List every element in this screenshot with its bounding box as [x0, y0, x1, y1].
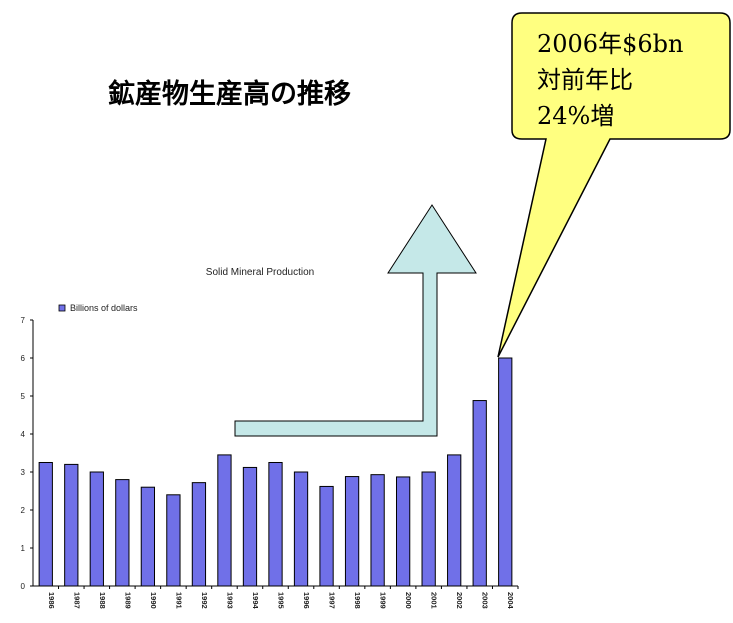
x-tick-label: 1998 [353, 592, 362, 609]
bar-1986 [38, 462, 53, 587]
bar-1989 [115, 479, 130, 587]
chart-title: Solid Mineral Production [206, 267, 314, 278]
x-tick-label: 1986 [47, 592, 56, 609]
bar-1988 [89, 471, 104, 587]
legend-swatch [58, 304, 66, 312]
y-tick-label: 3 [21, 468, 26, 477]
x-tick-label: 1987 [72, 592, 81, 609]
bar-1998 [344, 476, 360, 587]
x-tick-label: 1995 [277, 592, 286, 609]
bar-1997 [319, 485, 334, 587]
y-tick-label: 0 [21, 582, 26, 591]
x-axis-labels: 1986 1987 1988 1989 1990 1991 1992 1993 1994 1995… [47, 586, 519, 610]
bar-1996 [293, 471, 309, 587]
x-tick-label: 2002 [455, 592, 464, 609]
x-tick-label: 1992 [200, 592, 209, 609]
callout-line-3: 24%増 [537, 102, 615, 130]
bar-1992 [191, 482, 207, 587]
x-tick-label: 1996 [302, 592, 311, 609]
x-tick-label: 1991 [174, 592, 183, 609]
bar-2003 [472, 400, 487, 587]
bar-1991 [166, 494, 181, 587]
x-tick-label: 1994 [251, 592, 260, 610]
callout-line-1: 2006年$6bn [537, 30, 684, 58]
growth-arrow-icon [234, 204, 477, 437]
callout-line-2: 対前年比 [537, 66, 633, 94]
y-tick-label: 6 [21, 354, 26, 363]
x-tick-label: 2001 [430, 592, 439, 609]
y-axis-ticks: 0 1 2 3 4 5 6 7 [21, 316, 33, 591]
bar-2000 [395, 476, 411, 587]
x-tick-label: 2003 [481, 592, 490, 609]
bar-1995 [268, 462, 283, 587]
x-tick-label: 1999 [379, 592, 388, 609]
bar-1990 [140, 486, 156, 587]
x-tick-label: 1997 [328, 592, 337, 609]
x-tick-label: 2000 [404, 592, 413, 609]
callout-bubble [497, 12, 731, 358]
bars-group [38, 357, 513, 587]
bar-2002 [447, 454, 462, 587]
y-tick-label: 1 [21, 544, 26, 553]
bar-1994 [242, 466, 258, 587]
x-tick-label: 1988 [98, 592, 107, 609]
x-tick-label: 2004 [506, 592, 515, 610]
x-tick-label: 1993 [225, 592, 234, 609]
y-tick-label: 5 [21, 392, 26, 401]
bar-2004 [498, 357, 513, 587]
x-tick-label: 1990 [149, 592, 158, 609]
bar-1999 [370, 474, 385, 587]
slide-title: 鉱産物生産高の推移 [108, 79, 351, 110]
legend-label: Billions of dollars [70, 303, 138, 313]
y-tick-label: 2 [21, 506, 26, 515]
callout-text: 2006年$6bn 対前年比 24%増 [537, 26, 683, 134]
bar-1987 [64, 463, 79, 587]
bar-1993 [217, 454, 232, 587]
bar-2001 [421, 471, 436, 587]
y-tick-label: 4 [21, 430, 26, 439]
y-tick-label: 7 [21, 316, 26, 325]
x-tick-label: 1989 [123, 592, 132, 609]
